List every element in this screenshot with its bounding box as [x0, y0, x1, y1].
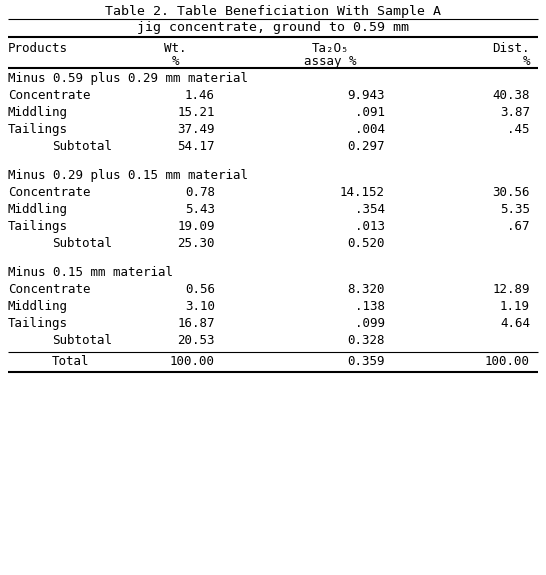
Text: 0.520: 0.520	[347, 237, 385, 250]
Text: 15.21: 15.21	[177, 106, 215, 119]
Text: Products: Products	[8, 42, 68, 55]
Text: Middling: Middling	[8, 106, 68, 119]
Text: .099: .099	[355, 317, 385, 330]
Text: 8.320: 8.320	[347, 283, 385, 296]
Text: 4.64: 4.64	[500, 317, 530, 330]
Text: Wt.: Wt.	[164, 42, 186, 55]
Text: 12.89: 12.89	[492, 283, 530, 296]
Text: 20.53: 20.53	[177, 334, 215, 347]
Text: 3.10: 3.10	[185, 300, 215, 313]
Text: 5.35: 5.35	[500, 203, 530, 216]
Text: .091: .091	[355, 106, 385, 119]
Text: 19.09: 19.09	[177, 220, 215, 233]
Text: .138: .138	[355, 300, 385, 313]
Text: .45: .45	[507, 123, 530, 136]
Text: 5.43: 5.43	[185, 203, 215, 216]
Text: .354: .354	[355, 203, 385, 216]
Text: 0.328: 0.328	[347, 334, 385, 347]
Text: Minus 0.15 mm material: Minus 0.15 mm material	[8, 266, 173, 279]
Text: .004: .004	[355, 123, 385, 136]
Text: Concentrate: Concentrate	[8, 186, 91, 199]
Text: Minus 0.29 plus 0.15 mm material: Minus 0.29 plus 0.15 mm material	[8, 169, 248, 182]
Text: Ta₂O₅: Ta₂O₅	[311, 42, 349, 55]
Text: Tailings: Tailings	[8, 123, 68, 136]
Text: 0.56: 0.56	[185, 283, 215, 296]
Text: Total: Total	[52, 355, 90, 368]
Text: Subtotal: Subtotal	[52, 334, 112, 347]
Text: 0.297: 0.297	[347, 140, 385, 153]
Text: Concentrate: Concentrate	[8, 89, 91, 102]
Text: Middling: Middling	[8, 203, 68, 216]
Text: 30.56: 30.56	[492, 186, 530, 199]
Text: 100.00: 100.00	[485, 355, 530, 368]
Text: Tailings: Tailings	[8, 317, 68, 330]
Text: Subtotal: Subtotal	[52, 140, 112, 153]
Text: .67: .67	[507, 220, 530, 233]
Text: 3.87: 3.87	[500, 106, 530, 119]
Text: Tailings: Tailings	[8, 220, 68, 233]
Text: 16.87: 16.87	[177, 317, 215, 330]
Text: 0.359: 0.359	[347, 355, 385, 368]
Text: 40.38: 40.38	[492, 89, 530, 102]
Text: 100.00: 100.00	[170, 355, 215, 368]
Text: 1.19: 1.19	[500, 300, 530, 313]
Text: 25.30: 25.30	[177, 237, 215, 250]
Text: Middling: Middling	[8, 300, 68, 313]
Text: Concentrate: Concentrate	[8, 283, 91, 296]
Text: 0.78: 0.78	[185, 186, 215, 199]
Text: jig concentrate, ground to 0.59 mm: jig concentrate, ground to 0.59 mm	[137, 21, 409, 34]
Text: %: %	[171, 55, 179, 68]
Text: 54.17: 54.17	[177, 140, 215, 153]
Text: assay %: assay %	[304, 55, 356, 68]
Text: 37.49: 37.49	[177, 123, 215, 136]
Text: Subtotal: Subtotal	[52, 237, 112, 250]
Text: .013: .013	[355, 220, 385, 233]
Text: Dist.: Dist.	[492, 42, 530, 55]
Text: Table 2. Table Beneficiation With Sample A: Table 2. Table Beneficiation With Sample…	[105, 5, 441, 18]
Text: 1.46: 1.46	[185, 89, 215, 102]
Text: Minus 0.59 plus 0.29 mm material: Minus 0.59 plus 0.29 mm material	[8, 72, 248, 85]
Text: 9.943: 9.943	[347, 89, 385, 102]
Text: %: %	[523, 55, 530, 68]
Text: 14.152: 14.152	[340, 186, 385, 199]
